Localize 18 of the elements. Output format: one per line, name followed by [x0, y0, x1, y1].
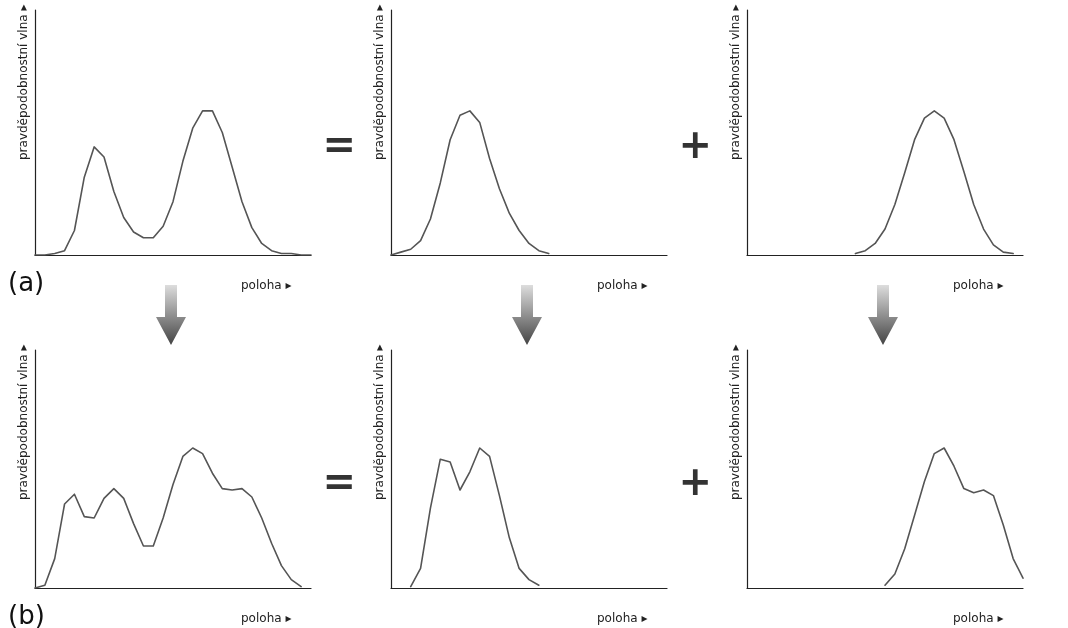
- x-axis-title: poloha ▸: [241, 278, 292, 292]
- x-axis-title: poloha ▸: [953, 611, 1004, 625]
- y-axis-title: pravděpodobnostní vlna ▸: [372, 4, 386, 160]
- x-axis-title: poloha ▸: [597, 278, 648, 292]
- y-axis-title: pravděpodobnostní vlna ▸: [372, 344, 386, 500]
- text: =: [322, 457, 356, 504]
- y-axis-title: pravděpodobnostní vlna ▸: [728, 4, 742, 160]
- text: (a): [8, 267, 45, 297]
- x-axis-title: poloha ▸: [953, 278, 1004, 292]
- y-axis-title: pravděpodobnostní vlna ▸: [16, 344, 30, 500]
- text: (b): [8, 600, 45, 628]
- x-axis-title: poloha ▸: [597, 611, 648, 625]
- x-axis-title: poloha ▸: [241, 611, 292, 625]
- y-axis-title: pravděpodobnostní vlna ▸: [728, 344, 742, 500]
- text: =: [322, 120, 356, 167]
- text: +: [678, 120, 712, 167]
- y-axis-title: pravděpodobnostní vlna ▸: [16, 4, 30, 160]
- text: +: [678, 457, 712, 504]
